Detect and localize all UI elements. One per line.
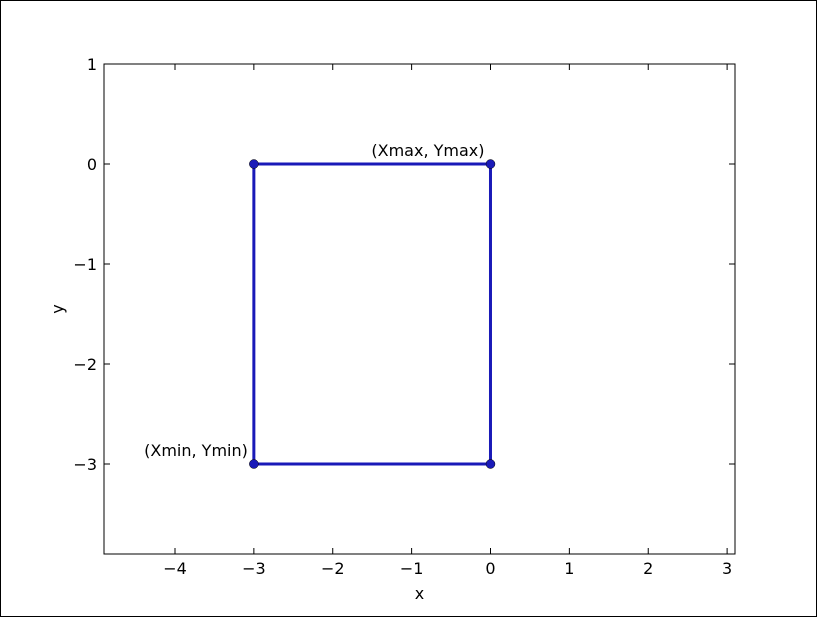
x-tick-label: −1	[400, 559, 424, 578]
y-ticks: 1 0 −1 −2 −3	[73, 55, 735, 474]
x-tick-label: −4	[163, 559, 187, 578]
y-tick-label: −1	[73, 255, 97, 274]
data-point	[249, 459, 259, 469]
series-layer	[249, 159, 496, 469]
x-axis-label: x	[415, 584, 424, 603]
y-tick-label: 1	[87, 55, 97, 74]
data-point	[485, 459, 496, 469]
data-point	[249, 159, 259, 169]
x-tick-label: 3	[722, 559, 732, 578]
x-tick-label: 2	[643, 559, 653, 578]
y-tick-label: 0	[87, 155, 97, 174]
y-tick-label: −3	[73, 455, 97, 474]
x-tick-label: 1	[564, 559, 574, 578]
x-tick-label: −2	[321, 559, 345, 578]
y-axis-label: y	[48, 304, 67, 313]
annotation-label: (Xmax, Ymax)	[371, 141, 484, 160]
data-point	[485, 159, 496, 169]
annotation-label: (Xmin, Ymin)	[144, 441, 248, 460]
y-tick-label: −2	[73, 355, 97, 374]
x-tick-label: −3	[242, 559, 266, 578]
x-tick-label: 0	[485, 559, 495, 578]
annotations-layer: (Xmax, Ymax) (Xmin, Ymin)	[144, 141, 484, 460]
series-line	[252, 162, 492, 466]
x-ticks: −4 −3 −2 −1 0 1 2 3	[163, 64, 732, 578]
plot-area-border	[103, 63, 736, 555]
